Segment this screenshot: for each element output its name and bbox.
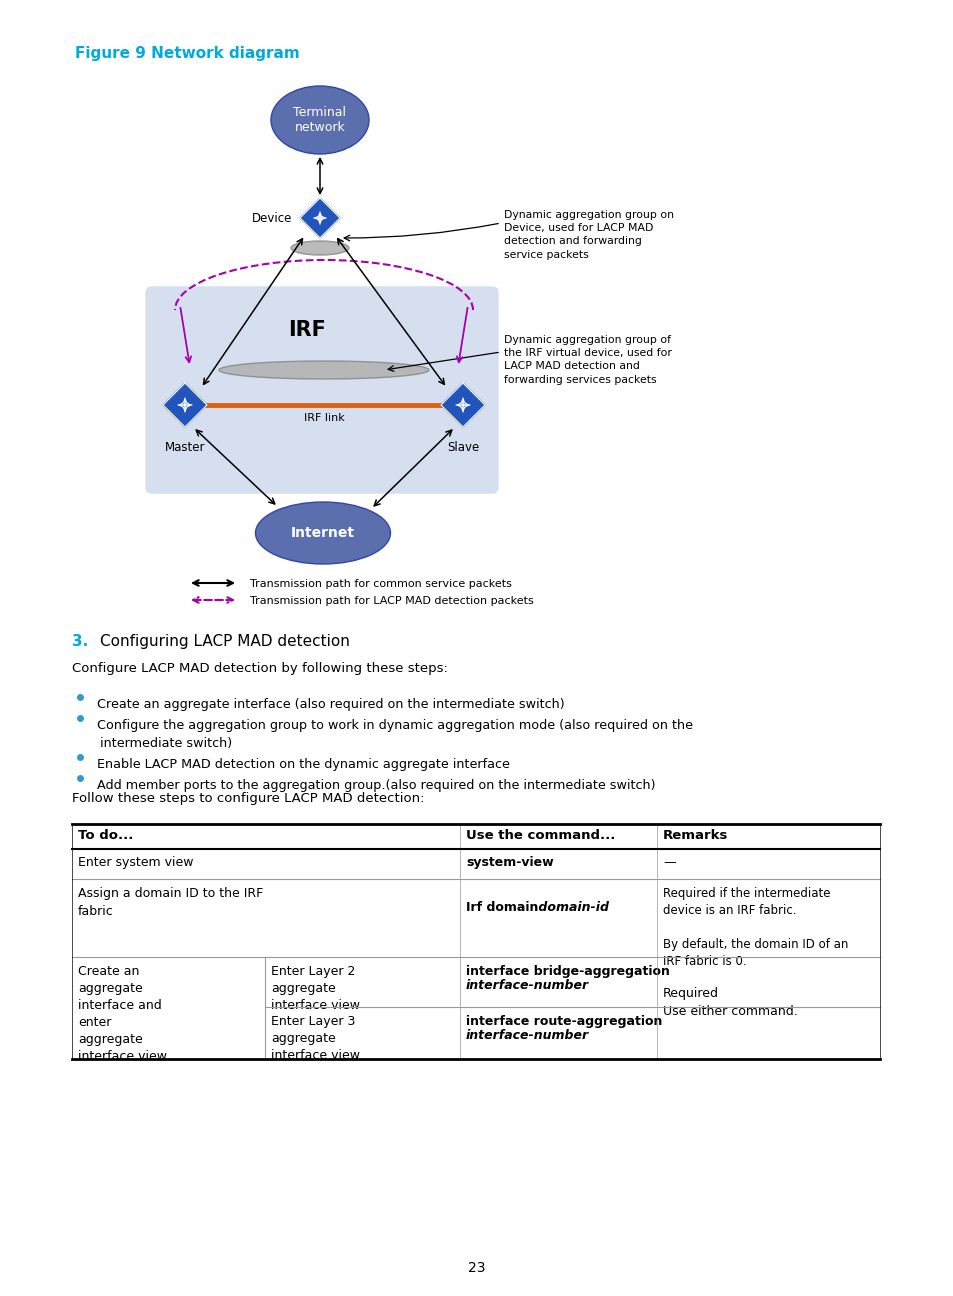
Text: interface-number: interface-number bbox=[465, 978, 589, 991]
Text: Dynamic aggregation group on
Device, used for LACP MAD
detection and forwarding
: Dynamic aggregation group on Device, use… bbox=[503, 210, 673, 259]
Text: To do...: To do... bbox=[78, 829, 133, 842]
Text: Required if the intermediate
device is an IRF fabric.

By default, the domain ID: Required if the intermediate device is a… bbox=[662, 886, 847, 968]
FancyBboxPatch shape bbox=[146, 286, 497, 492]
Text: Terminal
network: Terminal network bbox=[294, 106, 346, 133]
Polygon shape bbox=[440, 384, 484, 426]
Text: Configuring LACP MAD detection: Configuring LACP MAD detection bbox=[100, 634, 350, 649]
Text: —: — bbox=[662, 855, 675, 870]
Text: system-view: system-view bbox=[465, 855, 553, 870]
Text: Use either command.: Use either command. bbox=[662, 1004, 797, 1017]
Text: IRF link: IRF link bbox=[303, 413, 344, 422]
Text: Dynamic aggregation group of
the IRF virtual device, used for
LACP MAD detection: Dynamic aggregation group of the IRF vir… bbox=[503, 334, 671, 385]
Text: interface bridge-aggregation: interface bridge-aggregation bbox=[465, 966, 669, 978]
Ellipse shape bbox=[291, 241, 349, 255]
Ellipse shape bbox=[255, 502, 390, 564]
Text: domain-id: domain-id bbox=[534, 901, 608, 914]
Text: Configure the aggregation group to work in dynamic aggregation mode (also requir: Configure the aggregation group to work … bbox=[97, 719, 692, 732]
Text: Enter system view: Enter system view bbox=[78, 855, 193, 870]
Text: Enter Layer 2
aggregate
interface view: Enter Layer 2 aggregate interface view bbox=[271, 966, 359, 1012]
Polygon shape bbox=[299, 198, 339, 238]
Text: Configure LACP MAD detection by following these steps:: Configure LACP MAD detection by followin… bbox=[71, 662, 447, 675]
Ellipse shape bbox=[271, 86, 369, 154]
Polygon shape bbox=[163, 384, 207, 426]
Text: 23: 23 bbox=[468, 1261, 485, 1275]
Text: Figure 9 Network diagram: Figure 9 Network diagram bbox=[75, 45, 299, 61]
Text: Transmission path for common service packets: Transmission path for common service pac… bbox=[250, 579, 512, 588]
Text: Irf domain: Irf domain bbox=[465, 901, 537, 914]
Text: Create an aggregate interface (also required on the intermediate switch): Create an aggregate interface (also requ… bbox=[97, 699, 564, 712]
Text: intermediate switch): intermediate switch) bbox=[100, 737, 232, 750]
Text: Follow these steps to configure LACP MAD detection:: Follow these steps to configure LACP MAD… bbox=[71, 792, 424, 805]
Text: interface route-aggregation: interface route-aggregation bbox=[465, 1015, 661, 1028]
Text: Transmission path for LACP MAD detection packets: Transmission path for LACP MAD detection… bbox=[250, 596, 533, 607]
Text: Use the command...: Use the command... bbox=[465, 829, 615, 842]
Text: Required: Required bbox=[662, 988, 719, 1001]
Ellipse shape bbox=[219, 362, 429, 378]
Text: IRF: IRF bbox=[288, 320, 326, 340]
Text: Slave: Slave bbox=[446, 441, 478, 454]
Text: Enter Layer 3
aggregate
interface view: Enter Layer 3 aggregate interface view bbox=[271, 1015, 359, 1061]
Text: Create an
aggregate
interface and
enter
aggregate
interface view: Create an aggregate interface and enter … bbox=[78, 966, 167, 1063]
Text: Master: Master bbox=[165, 441, 205, 454]
Text: Device: Device bbox=[252, 213, 292, 226]
Text: 3.: 3. bbox=[71, 634, 89, 649]
Text: Remarks: Remarks bbox=[662, 829, 727, 842]
Text: Add member ports to the aggregation group.(also required on the intermediate swi: Add member ports to the aggregation grou… bbox=[97, 779, 655, 792]
Text: Assign a domain ID to the IRF
fabric: Assign a domain ID to the IRF fabric bbox=[78, 886, 263, 918]
Text: Internet: Internet bbox=[291, 526, 355, 540]
Text: Enable LACP MAD detection on the dynamic aggregate interface: Enable LACP MAD detection on the dynamic… bbox=[97, 758, 509, 771]
Text: interface-number: interface-number bbox=[465, 1029, 589, 1042]
